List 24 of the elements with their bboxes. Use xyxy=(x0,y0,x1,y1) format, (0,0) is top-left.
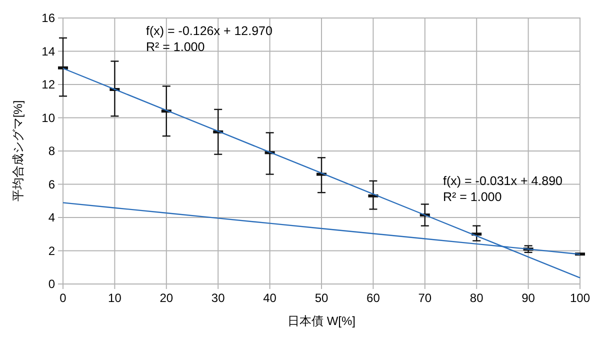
y-axis-title: 平均合成シグマ[%] xyxy=(11,100,25,202)
annotation: f(x) = -0.126x + 12.970 R² = 1.000 xyxy=(146,24,273,54)
y-tick-label: 2 xyxy=(48,244,56,258)
x-tick-label: 20 xyxy=(160,291,174,305)
x-tick-label: 40 xyxy=(263,291,277,305)
y-tick-label: 16 xyxy=(42,11,56,26)
x-tick-label: 70 xyxy=(418,291,432,305)
y-tick-label: 6 xyxy=(48,177,56,192)
x-tick-label: 60 xyxy=(366,291,380,305)
x-tick-label: 10 xyxy=(108,291,122,305)
y-tick-label: 14 xyxy=(42,44,56,58)
x-tick-label: 0 xyxy=(60,291,67,305)
y-tick-label: 0 xyxy=(48,277,56,292)
x-axis-title: 日本債 W[%] xyxy=(288,314,356,328)
x-tick-label: 80 xyxy=(470,291,484,305)
y-tick-label: 4 xyxy=(48,210,56,225)
x-tick-label: 90 xyxy=(522,291,536,305)
x-tick-label: 100 xyxy=(570,291,590,305)
y-tick-label: 10 xyxy=(42,110,56,125)
x-tick-label: 50 xyxy=(314,291,328,305)
y-tick-label: 12 xyxy=(42,78,56,92)
annotation: f(x) = -0.031x + 4.890 R² = 1.000 xyxy=(443,174,563,204)
x-tick-label: 30 xyxy=(211,291,226,305)
y-tick-label: 8 xyxy=(48,144,56,158)
